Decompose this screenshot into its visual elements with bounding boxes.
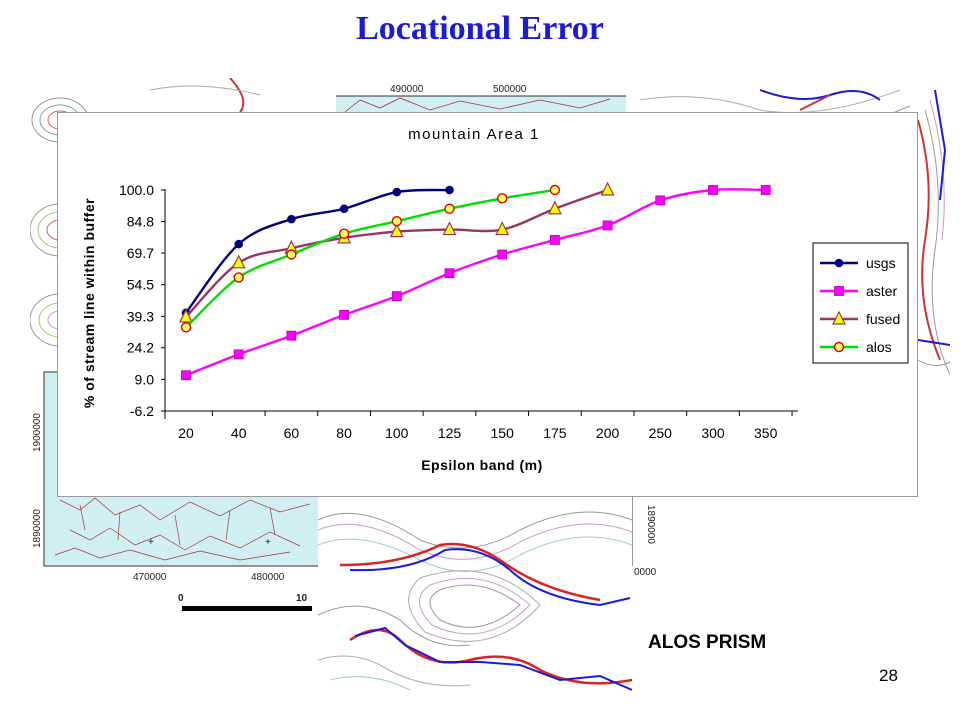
legend-marker-fused [832, 310, 846, 325]
data-point-aster [233, 349, 244, 360]
data-point-alos [549, 184, 561, 196]
scale-bar: 0 10 [178, 593, 312, 611]
chart-panel: mountain Area 1 100.0 84.8 69.7 54.5 39.3 24.… [57, 112, 918, 497]
x-tick-label: 20 [178, 425, 194, 441]
x-tick-label: 350 [754, 425, 778, 441]
right-coord-strip: 1890000 0000 [631, 497, 657, 578]
scale-label-0: 0 [178, 593, 184, 604]
legend-marker-alos [833, 341, 845, 353]
data-point-alos [444, 203, 455, 214]
x-tick-label: 200 [596, 425, 620, 441]
chart-title: mountain Area 1 [408, 126, 540, 143]
data-point-fused [600, 181, 615, 196]
data-point-usgs [234, 239, 243, 249]
legend-label: aster [866, 283, 897, 299]
top-coord-1: 490000 [390, 84, 424, 95]
stream-map-top-strip: 490000 500000 [336, 84, 626, 113]
data-point-aster [708, 185, 718, 195]
x-axis-label: Epsilon band (m) [421, 457, 543, 473]
data-point-usgs [339, 204, 349, 214]
x-tick-label: 40 [231, 425, 247, 441]
legend-item-aster: aster [820, 283, 897, 299]
y-axis-label: % of stream line within buffer [81, 198, 97, 408]
data-point-fused [442, 221, 457, 236]
x-ticks: 20 40 60 80 100 125 150 175 200 250 300 350 [164, 411, 793, 441]
data-point-aster [339, 309, 350, 320]
y-tick-label: 39.3 [127, 308, 154, 324]
data-point-usgs [392, 187, 402, 197]
data-point-aster [549, 235, 560, 245]
left-map-y-coord-2: 1890000 [32, 509, 43, 548]
series-alos [180, 184, 561, 333]
data-point-alos [180, 322, 192, 333]
data-point-alos [338, 228, 350, 239]
data-point-fused [389, 223, 404, 238]
series-usgs [181, 185, 454, 318]
y-tick-label: 24.2 [127, 340, 154, 356]
x-tick-label: 80 [336, 425, 352, 441]
line-chart: mountain Area 1 100.0 84.8 69.7 54.5 39.3 24.… [81, 126, 909, 473]
legend: usgs aster fused alos [812, 242, 909, 364]
legend-item-usgs: usgs [820, 255, 896, 271]
left-map-x-coord-2: 480000 [251, 572, 285, 583]
data-point-alos [286, 249, 297, 260]
series-layer [179, 181, 771, 381]
legend-marker-usgs [834, 258, 844, 268]
x-tick-label: 60 [284, 425, 300, 441]
y-tick-label: 100.0 [119, 182, 154, 198]
y-tick-label: 9.0 [135, 371, 155, 387]
x-tick-label: 125 [438, 425, 462, 441]
legend-marker-aster [834, 286, 844, 296]
data-point-fused [495, 221, 510, 236]
y-ticks: 100.0 84.8 69.7 54.5 39.3 24.2 9.0 -6.2 [119, 182, 165, 419]
series-fused [179, 181, 615, 323]
x-tick-label: 300 [701, 425, 725, 441]
data-point-fused [179, 308, 193, 323]
svg-text:+: + [265, 537, 271, 548]
series-line-aster [185, 188, 766, 377]
data-point-aster [760, 185, 771, 195]
left-map-y-coord-1: 1900000 [32, 413, 43, 452]
data-point-alos [233, 272, 244, 283]
data-point-aster [602, 220, 613, 231]
data-point-usgs [287, 214, 296, 224]
data-point-alos [497, 193, 508, 204]
alos-prism-label: ALOS PRISM [648, 632, 767, 653]
legend-label: fused [866, 311, 900, 327]
y-tick-label: 84.8 [127, 214, 154, 230]
scale-label-10: 10 [296, 593, 308, 604]
page-number: 28 [879, 666, 898, 685]
legend-item-alos: alos [820, 339, 892, 355]
data-point-alos [391, 216, 402, 227]
x-tick-label: 150 [491, 425, 515, 441]
legend-label: usgs [866, 255, 896, 271]
right-map-x-coord: 0000 [634, 567, 657, 578]
y-tick-label: -6.2 [130, 403, 154, 419]
data-point-aster [391, 291, 402, 302]
x-tick-label: 250 [649, 425, 673, 441]
data-point-aster [444, 268, 455, 279]
y-tick-label: 54.5 [127, 277, 154, 293]
right-map-y-coord: 1890000 [645, 505, 656, 544]
data-point-aster [655, 195, 666, 206]
data-point-fused [547, 200, 562, 215]
contour-map-bottom-center [318, 480, 632, 700]
left-map-x-coord-1: 470000 [133, 572, 167, 583]
series-line-usgs [185, 188, 450, 314]
data-point-fused [231, 254, 246, 269]
data-point-aster [181, 370, 191, 381]
top-coord-2: 500000 [493, 84, 527, 95]
data-point-usgs [445, 185, 454, 195]
svg-text:+: + [148, 537, 154, 548]
x-tick-label: 100 [385, 425, 409, 441]
legend-item-fused: fused [820, 310, 900, 327]
data-point-aster [497, 249, 508, 260]
legend-label: alos [866, 339, 892, 355]
slide-title: Locational Error [356, 10, 604, 47]
data-point-aster [286, 330, 297, 341]
series-aster [181, 185, 771, 381]
y-tick-label: 69.7 [127, 245, 154, 261]
x-tick-label: 175 [543, 425, 567, 441]
